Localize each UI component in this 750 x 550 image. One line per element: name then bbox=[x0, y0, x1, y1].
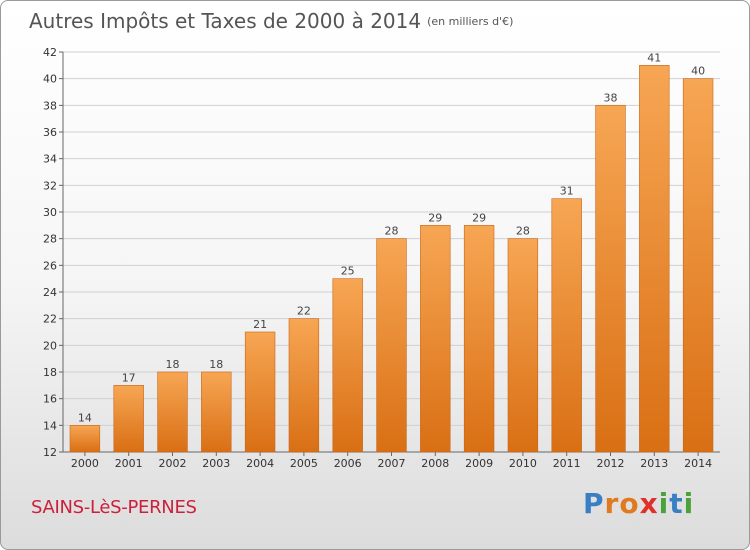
y-tick-label: 32 bbox=[43, 179, 57, 192]
bar bbox=[288, 318, 320, 453]
x-tick-label: 2003 bbox=[202, 457, 230, 470]
bar bbox=[113, 385, 144, 453]
x-tick-label: 2006 bbox=[334, 457, 362, 470]
logo-letter: r bbox=[604, 487, 620, 520]
bar-value-label: 21 bbox=[253, 318, 267, 331]
bar-value-label: 25 bbox=[341, 265, 355, 278]
labels: 12 14 16 18 20 22 24 26 28 30 32 34 36 38 40 42 14 2000 17… bbox=[43, 46, 712, 470]
logo-letter: t bbox=[669, 487, 684, 520]
x-tick-label: 2007 bbox=[378, 457, 406, 470]
bar-value-label: 28 bbox=[516, 225, 530, 238]
bar bbox=[639, 65, 670, 453]
bar bbox=[420, 225, 451, 453]
x-tick-label: 2005 bbox=[290, 457, 318, 470]
bar-value-label: 18 bbox=[209, 358, 223, 371]
logo-letter: i bbox=[658, 487, 670, 520]
x-tick-label: 2000 bbox=[71, 457, 99, 470]
logo-letter: x bbox=[639, 487, 659, 520]
bar bbox=[551, 198, 582, 453]
bar bbox=[244, 331, 276, 453]
bar bbox=[682, 78, 714, 453]
y-tick-label: 20 bbox=[43, 339, 57, 352]
y-tick-label: 22 bbox=[43, 313, 57, 326]
y-tick-label: 30 bbox=[43, 206, 57, 219]
y-tick-label: 28 bbox=[43, 233, 57, 246]
y-tick-label: 16 bbox=[43, 393, 57, 406]
bar bbox=[332, 278, 363, 453]
bar-value-label: 22 bbox=[297, 305, 311, 318]
proxiti-logo[interactable]: Proxiti bbox=[583, 487, 694, 520]
y-tick-label: 18 bbox=[43, 366, 57, 379]
bar-value-label: 18 bbox=[166, 358, 180, 371]
x-tick-label: 2004 bbox=[246, 457, 274, 470]
x-tick-label: 2002 bbox=[159, 457, 187, 470]
x-tick-label: 2008 bbox=[421, 457, 449, 470]
y-tick-label: 38 bbox=[43, 99, 57, 112]
y-tick-label: 42 bbox=[43, 46, 57, 59]
bar-value-label: 31 bbox=[560, 185, 574, 198]
bar bbox=[507, 238, 539, 453]
logo-letter: o bbox=[619, 487, 640, 520]
bars bbox=[69, 65, 714, 453]
bar bbox=[69, 425, 101, 453]
x-tick-label: 2009 bbox=[465, 457, 493, 470]
logo-letter: i bbox=[683, 487, 695, 520]
bar-value-label: 29 bbox=[428, 211, 442, 224]
bar bbox=[376, 238, 407, 453]
bar bbox=[201, 371, 232, 453]
bar-value-label: 14 bbox=[78, 411, 92, 424]
bar bbox=[463, 225, 495, 453]
y-tick-label: 34 bbox=[43, 153, 57, 166]
chart-title-text: Autres Impôts et Taxes de 2000 à 2014 bbox=[29, 9, 422, 33]
y-tick-label: 36 bbox=[43, 126, 57, 139]
commune-name: SAINS-LèS-PERNES bbox=[31, 497, 197, 518]
x-tick-label: 2011 bbox=[553, 457, 581, 470]
y-tick-label: 26 bbox=[43, 259, 57, 272]
x-tick-label: 2013 bbox=[640, 457, 668, 470]
bar bbox=[157, 371, 188, 453]
x-tick-label: 2001 bbox=[115, 457, 143, 470]
chart-title: Autres Impôts et Taxes de 2000 à 2014 (en… bbox=[29, 9, 513, 33]
unit-note: (en milliers d'€) bbox=[427, 15, 514, 28]
x-tick-label: 2014 bbox=[684, 457, 712, 470]
x-tick-label: 2010 bbox=[509, 457, 537, 470]
bar bbox=[595, 105, 626, 453]
bar-value-label: 28 bbox=[385, 225, 399, 238]
bar-value-label: 17 bbox=[122, 371, 136, 384]
y-tick-label: 14 bbox=[43, 419, 57, 432]
x-tick-label: 2012 bbox=[597, 457, 625, 470]
bar-value-label: 40 bbox=[691, 65, 705, 78]
logo-letter: P bbox=[583, 487, 605, 520]
y-tick-label: 12 bbox=[43, 446, 57, 459]
bar-value-label: 29 bbox=[472, 211, 486, 224]
bar-value-label: 41 bbox=[647, 51, 661, 64]
y-tick-label: 40 bbox=[43, 73, 57, 86]
bar-value-label: 38 bbox=[604, 91, 618, 104]
y-tick-label: 24 bbox=[43, 286, 57, 299]
